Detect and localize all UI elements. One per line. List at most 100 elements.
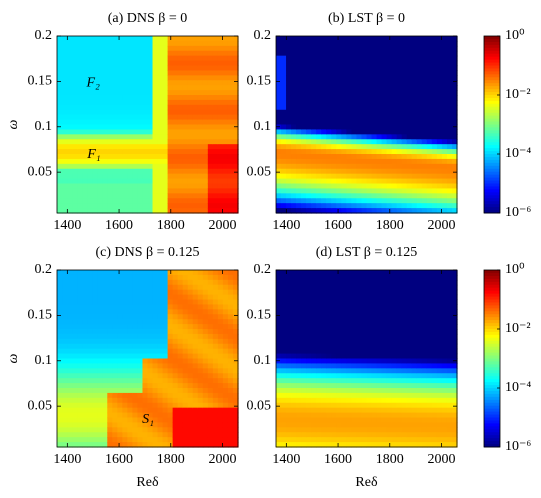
field-cell (281, 50, 287, 57)
field-cell (177, 353, 184, 360)
field-cell (391, 188, 398, 194)
field-cell (276, 289, 282, 296)
field-cell (202, 358, 209, 365)
colorbar-cell (484, 192, 500, 196)
field-cell (227, 75, 234, 81)
field-cell (192, 284, 199, 291)
field-cell (366, 109, 373, 116)
field-cell (127, 319, 134, 325)
field-cell (381, 149, 388, 155)
field-cell (77, 139, 83, 145)
field-cell (152, 70, 159, 76)
field-cell (286, 284, 292, 291)
field-cell (107, 388, 113, 394)
field-cell (326, 188, 332, 194)
field-cell (326, 36, 332, 42)
field-cell (361, 338, 368, 345)
field-cell (391, 324, 398, 330)
field-cell (356, 173, 363, 180)
field-cell (142, 373, 149, 379)
field-cell (162, 348, 169, 355)
field-cell (356, 427, 363, 433)
field-cell (162, 397, 169, 404)
field-cell (162, 149, 169, 155)
field-cell (366, 139, 373, 145)
field-cell (232, 149, 239, 155)
field-cell (311, 149, 317, 155)
field-cell (326, 75, 332, 81)
field-cell (366, 324, 373, 330)
field-cell (92, 95, 98, 101)
field-cell (167, 173, 174, 180)
field-cell (371, 353, 378, 360)
field-cell (117, 383, 123, 389)
field-cell (376, 289, 383, 296)
field-cell (152, 309, 159, 315)
field-cell (102, 45, 108, 52)
field-cell (72, 198, 78, 204)
field-cell (401, 65, 408, 72)
field-cell (202, 50, 209, 57)
field-cell (436, 168, 443, 175)
field-cell (72, 99, 78, 106)
field-cell (192, 407, 199, 414)
field-cell (451, 208, 458, 214)
field-cell (321, 203, 327, 209)
field-cell (366, 432, 373, 438)
field-cell (361, 353, 368, 360)
field-cell (331, 270, 337, 276)
field-cell (436, 144, 443, 150)
field-cell (361, 99, 368, 106)
field-cell (102, 158, 108, 165)
field-cell (87, 70, 93, 76)
field-cell (306, 417, 312, 424)
field-cell (77, 299, 83, 306)
field-cell (177, 388, 184, 394)
field-cell (356, 90, 363, 96)
field-cell (331, 343, 337, 350)
field-cell (331, 289, 337, 296)
field-cell (296, 309, 302, 315)
field-cell (291, 85, 297, 91)
field-cell (222, 65, 229, 72)
field-cell (117, 348, 123, 355)
field-cell (311, 338, 317, 345)
colorbar-cell (484, 159, 500, 164)
field-cell (386, 90, 393, 96)
field-cell (286, 154, 292, 160)
field-cell (157, 397, 164, 404)
field-cell (107, 368, 113, 374)
field-cell (426, 104, 433, 111)
field-cell (187, 45, 194, 52)
field-cell (386, 333, 393, 340)
field-cell (112, 397, 118, 404)
field-cell (431, 60, 438, 67)
field-cell (232, 299, 239, 306)
field-cell (361, 279, 368, 286)
field-cell (306, 304, 312, 310)
field-cell (97, 299, 103, 306)
field-cell (281, 40, 287, 47)
field-cell (386, 188, 393, 194)
field-cell (122, 163, 128, 170)
field-cell (286, 80, 292, 86)
field-cell (172, 99, 179, 106)
field-cell (192, 70, 199, 76)
field-cell (336, 427, 342, 433)
field-cell (421, 40, 428, 47)
field-cell (321, 373, 327, 379)
field-cell (122, 208, 128, 214)
field-cell (311, 319, 317, 325)
field-cell (157, 208, 164, 214)
field-cell (316, 270, 322, 276)
field-cell (92, 99, 98, 106)
field-cell (227, 183, 234, 190)
field-cell (391, 392, 398, 399)
field-cell (406, 36, 413, 42)
field-cell (301, 55, 307, 62)
field-cell (57, 437, 63, 443)
field-cell (177, 392, 184, 399)
field-cell (291, 422, 297, 428)
field-cell (222, 378, 229, 384)
field-cell (222, 144, 229, 150)
